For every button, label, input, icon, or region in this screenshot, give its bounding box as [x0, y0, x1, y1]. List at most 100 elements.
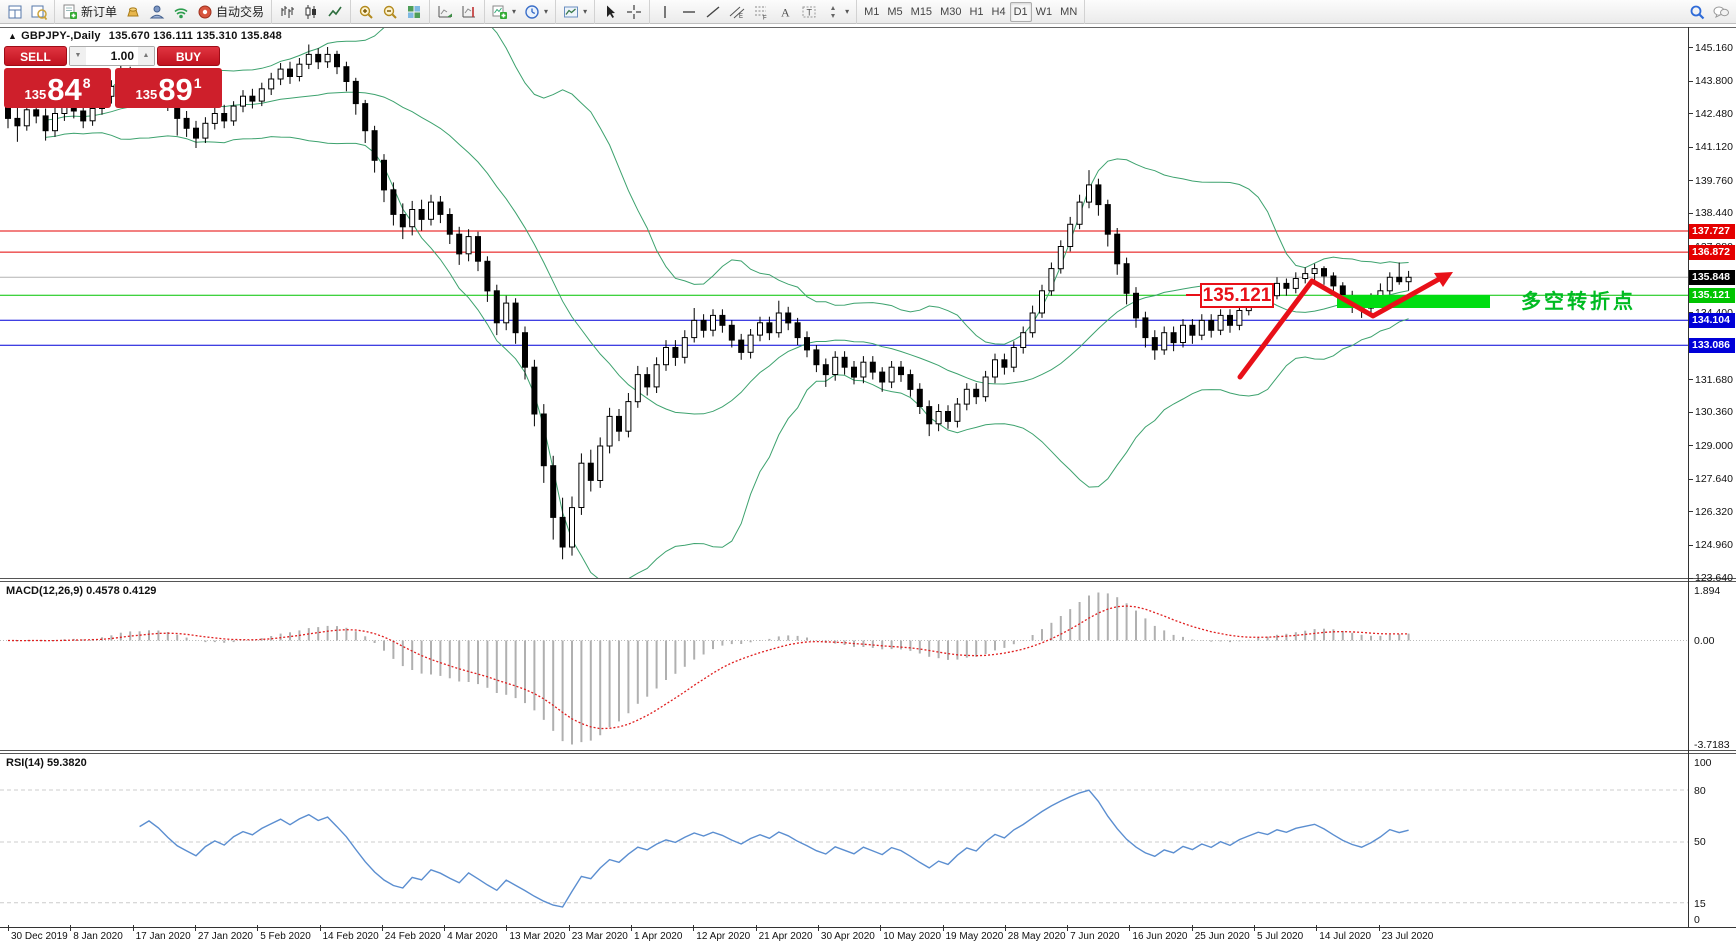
- arrows-tool-dropdown-caret[interactable]: ▾: [845, 7, 850, 16]
- price-tick-label: 139.760: [1695, 174, 1733, 187]
- zoom-out-icon: [382, 4, 398, 20]
- timeframe-mn[interactable]: MN: [1056, 2, 1081, 22]
- macd-indicator-canvas[interactable]: [0, 582, 1688, 750]
- label-tool-button[interactable]: T: [797, 2, 821, 22]
- market-watch-button[interactable]: [3, 2, 27, 22]
- trend-arrow[interactable]: [1237, 275, 1444, 380]
- timeframe-label: H1: [969, 5, 984, 18]
- timeframe-label: M5: [887, 5, 903, 18]
- toolbar-group: [0, 0, 55, 24]
- text-tool-button[interactable]: A: [773, 2, 797, 22]
- time-tickmark: [693, 925, 695, 931]
- time-axis[interactable]: 30 Dec 2019 8 Jan 2020 17 Jan 2020 27 Jan 2…: [0, 925, 1736, 943]
- timeframe-label: M30: [940, 5, 962, 18]
- timeframe-m5[interactable]: M5: [883, 2, 906, 22]
- periods-button[interactable]: ▾: [520, 2, 552, 22]
- templates-button[interactable]: ▾: [559, 2, 591, 22]
- ohlc-values: 135.670 136.111 135.310 135.848: [108, 30, 282, 42]
- fibonacci-tool-button[interactable]: F: [749, 2, 773, 22]
- price-tickmark: [1688, 478, 1693, 480]
- timeframe-m30[interactable]: M30: [936, 2, 965, 22]
- volume-up-button[interactable]: ▲: [138, 47, 154, 65]
- new-order-button[interactable]: 新订单: [58, 2, 121, 22]
- time-tickmark: [880, 925, 882, 931]
- rsi-axis-label: 50: [1694, 836, 1706, 848]
- time-tick-label: 30 Dec 2019: [11, 931, 68, 942]
- toolbar-group: E F A T ▾: [650, 0, 858, 24]
- price-tick-label: 126.320: [1695, 505, 1733, 518]
- chart-shift-button[interactable]: [457, 2, 481, 22]
- signal-button[interactable]: [169, 2, 193, 22]
- timeframe-h4[interactable]: H4: [988, 2, 1010, 22]
- time-tick-label: 13 Mar 2020: [509, 931, 566, 942]
- tile-windows-button[interactable]: [402, 2, 426, 22]
- time-tick-label: 10 May 2020: [883, 931, 942, 942]
- timeframe-h1[interactable]: H1: [965, 2, 987, 22]
- rsi-line: [139, 789, 1409, 908]
- main-chart-canvas[interactable]: [0, 28, 1688, 578]
- toolbar-group: ▾ ▾: [485, 0, 557, 24]
- time-tick-label: 14 Jul 2020: [1319, 931, 1372, 942]
- auto-trading-button[interactable]: 自动交易: [193, 2, 268, 22]
- cursor-tool-button[interactable]: [598, 2, 622, 22]
- time-tickmark: [1067, 925, 1069, 931]
- collapse-icon[interactable]: ▲: [8, 31, 18, 41]
- add-indicator-dropdown-caret[interactable]: ▾: [512, 7, 517, 16]
- accounts-button[interactable]: [145, 2, 169, 22]
- trendline-tool-button[interactable]: [701, 2, 725, 22]
- rsi-panel-separator[interactable]: [0, 750, 1736, 754]
- buy-button[interactable]: BUY: [157, 46, 220, 66]
- periods-icon: [524, 4, 540, 20]
- templates-dropdown-caret[interactable]: ▾: [583, 7, 588, 16]
- annotation-turning-point-text[interactable]: 多空转折点: [1521, 291, 1636, 313]
- add-indicator-button[interactable]: ▾: [488, 2, 520, 22]
- deposit-button[interactable]: [121, 2, 145, 22]
- volume-down-button[interactable]: ▼: [70, 47, 86, 65]
- line-chart-mode-button[interactable]: [323, 2, 347, 22]
- time-tickmark: [70, 925, 72, 931]
- crosshair-tool-button[interactable]: [622, 2, 646, 22]
- auto-scroll-button[interactable]: [433, 2, 457, 22]
- sell-price-display[interactable]: 135 84 8: [4, 68, 111, 108]
- annotation-price-label[interactable]: 135.121: [1200, 283, 1274, 308]
- search-button[interactable]: [1685, 2, 1709, 22]
- rsi-indicator-canvas[interactable]: [0, 754, 1688, 927]
- deposit-icon: [125, 4, 141, 20]
- timeframe-d1[interactable]: D1: [1009, 1, 1032, 22]
- toolbar-right-group: [1682, 0, 1736, 24]
- vline-tool-button[interactable]: [653, 2, 677, 22]
- zoom-out-button[interactable]: [378, 2, 402, 22]
- buy-price-display[interactable]: 135 89 1: [115, 68, 222, 108]
- price-tick-label: 142.480: [1695, 107, 1733, 120]
- price-axis-border: [1688, 27, 1689, 927]
- timeframe-label: W1: [1035, 5, 1053, 18]
- timeframe-m15[interactable]: M15: [907, 2, 936, 22]
- horizontal-level-lines: [0, 230, 1688, 346]
- time-tickmark: [1004, 925, 1006, 931]
- buy-price-sup: 1: [193, 75, 202, 91]
- sell-button[interactable]: SELL: [4, 46, 67, 66]
- hline-tool-button[interactable]: [677, 2, 701, 22]
- channel-tool-button[interactable]: E: [725, 2, 749, 22]
- toolbar-group: [430, 0, 486, 24]
- toolbar-group: [272, 0, 352, 24]
- candle-chart-mode-button[interactable]: [299, 2, 323, 22]
- timeframe-w1[interactable]: W1: [1032, 2, 1057, 22]
- time-tickmark: [568, 925, 570, 931]
- turning-point-bar[interactable]: [1337, 295, 1490, 308]
- macd-panel-separator[interactable]: [0, 578, 1736, 582]
- arrows-tool-button[interactable]: ▾: [821, 2, 853, 22]
- chat-button[interactable]: [1709, 2, 1733, 22]
- time-tick-label: 17 Jan 2020: [135, 931, 191, 942]
- timeframe-m1[interactable]: M1: [860, 2, 883, 22]
- bar-chart-mode-button[interactable]: [275, 2, 299, 22]
- time-tickmark: [1254, 925, 1255, 931]
- buy-price-big: 89: [158, 72, 193, 107]
- price-tag: 134.104: [1689, 312, 1735, 328]
- zoom-in-button[interactable]: [354, 2, 378, 22]
- time-tick-label: 4 Mar 2020: [447, 931, 498, 942]
- volume-input[interactable]: 1.00: [110, 49, 134, 63]
- periods-dropdown-caret[interactable]: ▾: [544, 7, 549, 16]
- data-window-button[interactable]: [27, 2, 51, 22]
